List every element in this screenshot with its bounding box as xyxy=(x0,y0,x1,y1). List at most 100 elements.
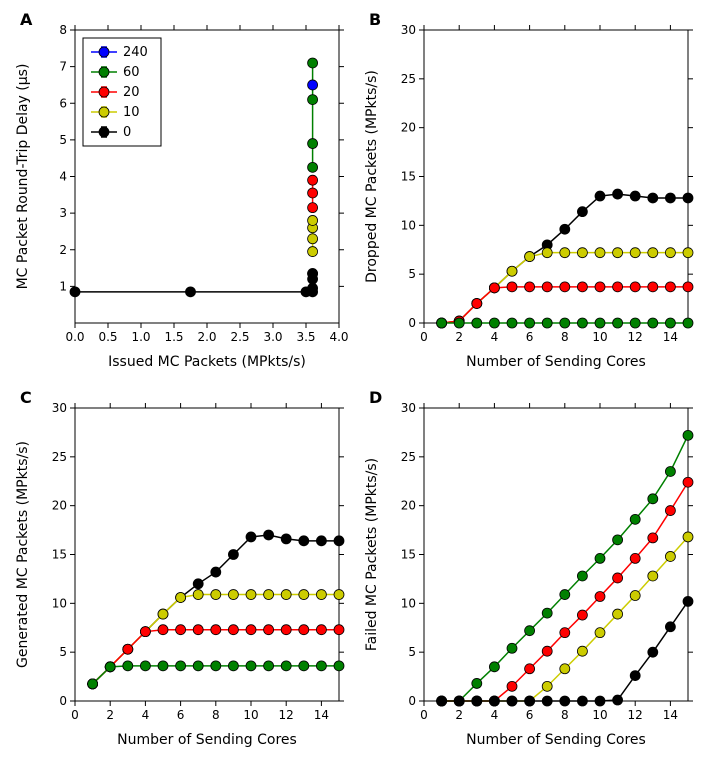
series-marker xyxy=(595,191,605,201)
x-tick-label: 2 xyxy=(455,708,463,722)
y-tick-label: 0 xyxy=(408,694,416,708)
y-tick-label: 20 xyxy=(401,121,416,135)
series-marker xyxy=(507,266,517,276)
series-marker xyxy=(648,318,658,328)
series-marker xyxy=(560,696,570,706)
y-tick-label: 4 xyxy=(59,170,67,184)
series-marker xyxy=(123,661,133,671)
y-tick-label: 8 xyxy=(59,23,67,37)
series-marker xyxy=(299,625,309,635)
series-marker xyxy=(560,628,570,638)
y-tick-label: 0 xyxy=(59,694,67,708)
x-tick-label: 10 xyxy=(592,330,607,344)
x-tick-label: 12 xyxy=(628,708,643,722)
x-tick-label: 4 xyxy=(142,708,150,722)
y-tick-label: 10 xyxy=(52,596,67,610)
series-marker xyxy=(630,671,640,681)
series-marker xyxy=(595,553,605,563)
series-marker xyxy=(472,678,482,688)
series-marker xyxy=(281,661,291,671)
series-marker xyxy=(577,571,587,581)
panel-a: A0.00.51.01.52.02.53.03.54.012345678Issu… xyxy=(10,10,349,378)
series-marker xyxy=(472,696,482,706)
x-tick-label: 8 xyxy=(561,330,569,344)
y-tick-label: 10 xyxy=(401,596,416,610)
series-marker xyxy=(683,193,693,203)
legend-label: 0 xyxy=(123,125,131,140)
y-tick-label: 0 xyxy=(408,316,416,330)
legend-marker xyxy=(99,107,109,117)
series-marker xyxy=(308,162,318,172)
panel-c: C02468101214051015202530Number of Sendin… xyxy=(10,388,349,756)
x-tick-label: 0 xyxy=(420,330,428,344)
x-tick-label: 0.5 xyxy=(98,330,117,344)
series-marker xyxy=(228,590,238,600)
series-marker xyxy=(525,626,535,636)
series-marker xyxy=(334,536,344,546)
series-marker xyxy=(264,590,274,600)
series-line xyxy=(93,630,339,684)
series-marker xyxy=(613,282,623,292)
series-marker xyxy=(613,248,623,258)
series-marker xyxy=(683,596,693,606)
series-marker xyxy=(228,661,238,671)
series-marker xyxy=(316,661,326,671)
series-marker xyxy=(630,318,640,328)
x-tick-label: 2 xyxy=(455,330,463,344)
series-marker xyxy=(472,318,482,328)
y-tick-label: 5 xyxy=(408,645,416,659)
y-tick-label: 15 xyxy=(401,548,416,562)
x-axis-label: Number of Sending Cores xyxy=(466,732,646,748)
series-marker xyxy=(299,536,309,546)
series-marker xyxy=(683,430,693,440)
legend-label: 20 xyxy=(123,85,140,100)
series-marker xyxy=(595,318,605,328)
axes-frame xyxy=(75,408,339,701)
series-marker xyxy=(454,318,464,328)
legend-marker xyxy=(99,47,109,57)
series-marker xyxy=(577,248,587,258)
y-tick-label: 5 xyxy=(59,645,67,659)
series-marker xyxy=(595,628,605,638)
legend-label: 240 xyxy=(123,45,148,60)
series-marker xyxy=(334,590,344,600)
series-marker xyxy=(489,662,499,672)
x-tick-label: 14 xyxy=(314,708,329,722)
series-marker xyxy=(525,252,535,262)
x-tick-label: 8 xyxy=(561,708,569,722)
x-tick-label: 0 xyxy=(420,708,428,722)
series-marker xyxy=(437,318,447,328)
x-tick-label: 4 xyxy=(491,330,499,344)
series-marker xyxy=(140,661,150,671)
series-marker xyxy=(648,533,658,543)
series-marker xyxy=(525,664,535,674)
x-tick-label: 6 xyxy=(526,330,534,344)
series-marker xyxy=(507,282,517,292)
series-marker xyxy=(577,646,587,656)
series-marker xyxy=(630,514,640,524)
series-marker xyxy=(507,318,517,328)
series-marker xyxy=(308,188,318,198)
series-marker xyxy=(665,466,675,476)
panel-label: C xyxy=(20,388,32,407)
series-marker xyxy=(281,534,291,544)
chart-grid: A0.00.51.01.52.02.53.03.54.012345678Issu… xyxy=(10,10,698,756)
x-tick-label: 2.5 xyxy=(230,330,249,344)
series-marker xyxy=(630,248,640,258)
x-tick-label: 4.0 xyxy=(329,330,348,344)
panel-b: B02468101214051015202530Number of Sendin… xyxy=(359,10,698,378)
series-marker xyxy=(595,696,605,706)
y-tick-label: 5 xyxy=(59,133,67,147)
series-marker xyxy=(308,215,318,225)
series-marker xyxy=(560,224,570,234)
series-marker xyxy=(88,679,98,689)
y-tick-label: 25 xyxy=(401,450,416,464)
series-marker xyxy=(577,610,587,620)
series-marker xyxy=(334,625,344,635)
series-marker xyxy=(683,532,693,542)
series-marker xyxy=(193,625,203,635)
x-tick-label: 6 xyxy=(177,708,185,722)
series-marker xyxy=(630,191,640,201)
axes-frame xyxy=(424,30,688,323)
y-tick-label: 15 xyxy=(52,548,67,562)
